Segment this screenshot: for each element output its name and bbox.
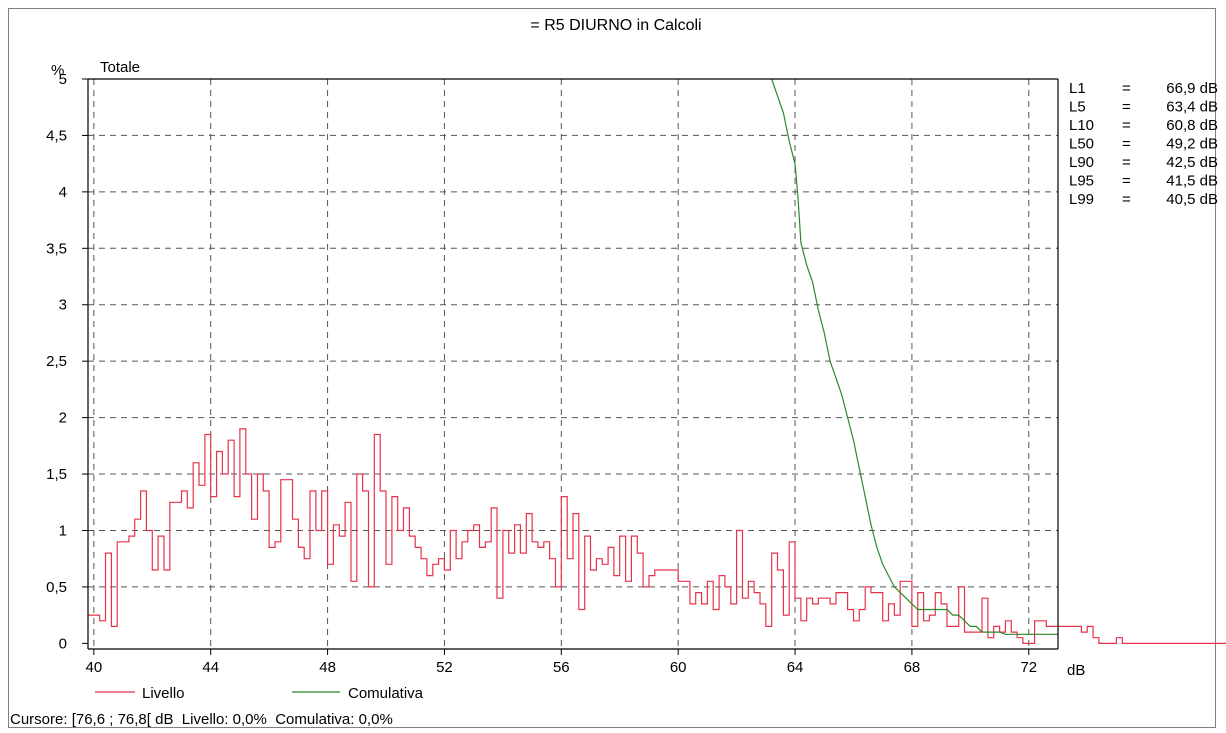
percentile-label: L1 — [1069, 80, 1086, 97]
percentile-value: 60,8 dB — [1166, 117, 1218, 134]
percentile-label: L90 — [1069, 154, 1094, 171]
y-tick-label: 3,5 — [46, 240, 67, 257]
livello-series-line — [88, 428, 1226, 644]
x-tick-label: 48 — [319, 659, 336, 676]
y-tick-label: 5 — [59, 71, 67, 88]
plot-area — [87, 78, 1059, 650]
y-axis-unit: % — [51, 62, 64, 79]
percentile-value: 40,5 dB — [1166, 191, 1218, 208]
y-tick-label: 3 — [59, 297, 67, 314]
percentile-label: L95 — [1069, 173, 1094, 190]
percentile-value: 49,2 dB — [1166, 136, 1218, 153]
x-tick-label: 52 — [436, 659, 453, 676]
y-tick-label: 4,5 — [46, 127, 67, 144]
percentile-equals: = — [1122, 191, 1131, 208]
x-tick-label: 56 — [553, 659, 570, 676]
x-axis-unit: dB — [1067, 662, 1085, 679]
x-tick-label: 44 — [202, 659, 219, 676]
percentile-equals: = — [1122, 99, 1131, 116]
cursor-label: Cursore: — [10, 711, 68, 728]
percentile-label: L10 — [1069, 117, 1094, 134]
cumulativa-value: 0,0% — [358, 711, 393, 728]
percentile-equals: = — [1122, 136, 1131, 153]
y-tick-label: 2,5 — [46, 353, 67, 370]
x-tick-label: 60 — [670, 659, 687, 676]
chart-subtitle: Totale — [100, 59, 140, 76]
x-tick-label: 68 — [904, 659, 921, 676]
x-tick-label: 72 — [1020, 659, 1037, 676]
chart-title: = R5 DIURNO in Calcoli — [530, 17, 701, 34]
cumulativa-label: Comulativa: — [275, 711, 355, 728]
percentile-label: L5 — [1069, 99, 1086, 116]
percentile-value: 63,4 dB — [1166, 99, 1218, 116]
percentile-value: 66,9 dB — [1166, 80, 1218, 97]
status-bar: Cursore: [76,6 ; 76,8[ dB Livello: 0,0% … — [10, 711, 393, 728]
y-tick-label: 0 — [59, 635, 67, 652]
x-tick-label: 64 — [787, 659, 804, 676]
chart-window — [8, 8, 1216, 728]
percentile-value: 41,5 dB — [1166, 173, 1218, 190]
percentile-equals: = — [1122, 80, 1131, 97]
series-layer — [88, 78, 1226, 644]
y-tick-label: 1 — [59, 522, 67, 539]
x-tick-label: 40 — [85, 659, 102, 676]
percentile-table: L1 = 66,9 dB L5 = 63,4 dB L10 = 60,8 dB L50 = 49,2 … — [1069, 80, 1218, 208]
y-tick-label: 4 — [59, 184, 67, 201]
percentile-equals: = — [1122, 173, 1131, 190]
comulativa-series-line — [771, 78, 1058, 635]
y-tick-label: 0,5 — [46, 579, 67, 596]
axis-ticks: 40 44 48 52 56 60 64 68 72 0 0,5 1 1,5 2 2,5 3 3,5 4 4,5 5 — [46, 71, 1037, 676]
cursor-value: [76,6 ; 76,8[ dB — [71, 711, 174, 728]
percentile-value: 42,5 dB — [1166, 154, 1218, 171]
livello-label: Livello: — [181, 711, 229, 728]
legend-comulativa-label: Comulativa — [348, 685, 424, 702]
legend: Livello Comulativa — [95, 685, 424, 702]
livello-value: 0,0% — [232, 711, 267, 728]
grid-lines — [88, 79, 1058, 649]
y-tick-label: 1,5 — [46, 466, 67, 483]
percentile-equals: = — [1122, 154, 1131, 171]
percentile-equals: = — [1122, 117, 1131, 134]
legend-livello-label: Livello — [142, 685, 185, 702]
y-tick-label: 2 — [59, 410, 67, 427]
percentile-label: L50 — [1069, 136, 1094, 153]
percentile-label: L99 — [1069, 191, 1094, 208]
